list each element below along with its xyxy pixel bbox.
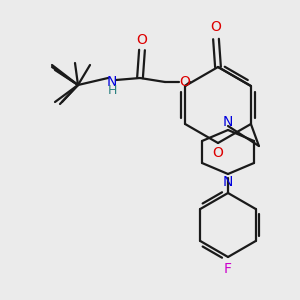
Text: O: O	[211, 20, 221, 34]
Text: N: N	[223, 115, 233, 129]
Text: O: O	[136, 33, 147, 47]
Text: O: O	[180, 75, 190, 89]
Text: N: N	[107, 75, 117, 89]
Text: N: N	[223, 175, 233, 189]
Text: O: O	[213, 146, 224, 160]
Text: H: H	[107, 85, 117, 98]
Text: F: F	[224, 262, 232, 276]
